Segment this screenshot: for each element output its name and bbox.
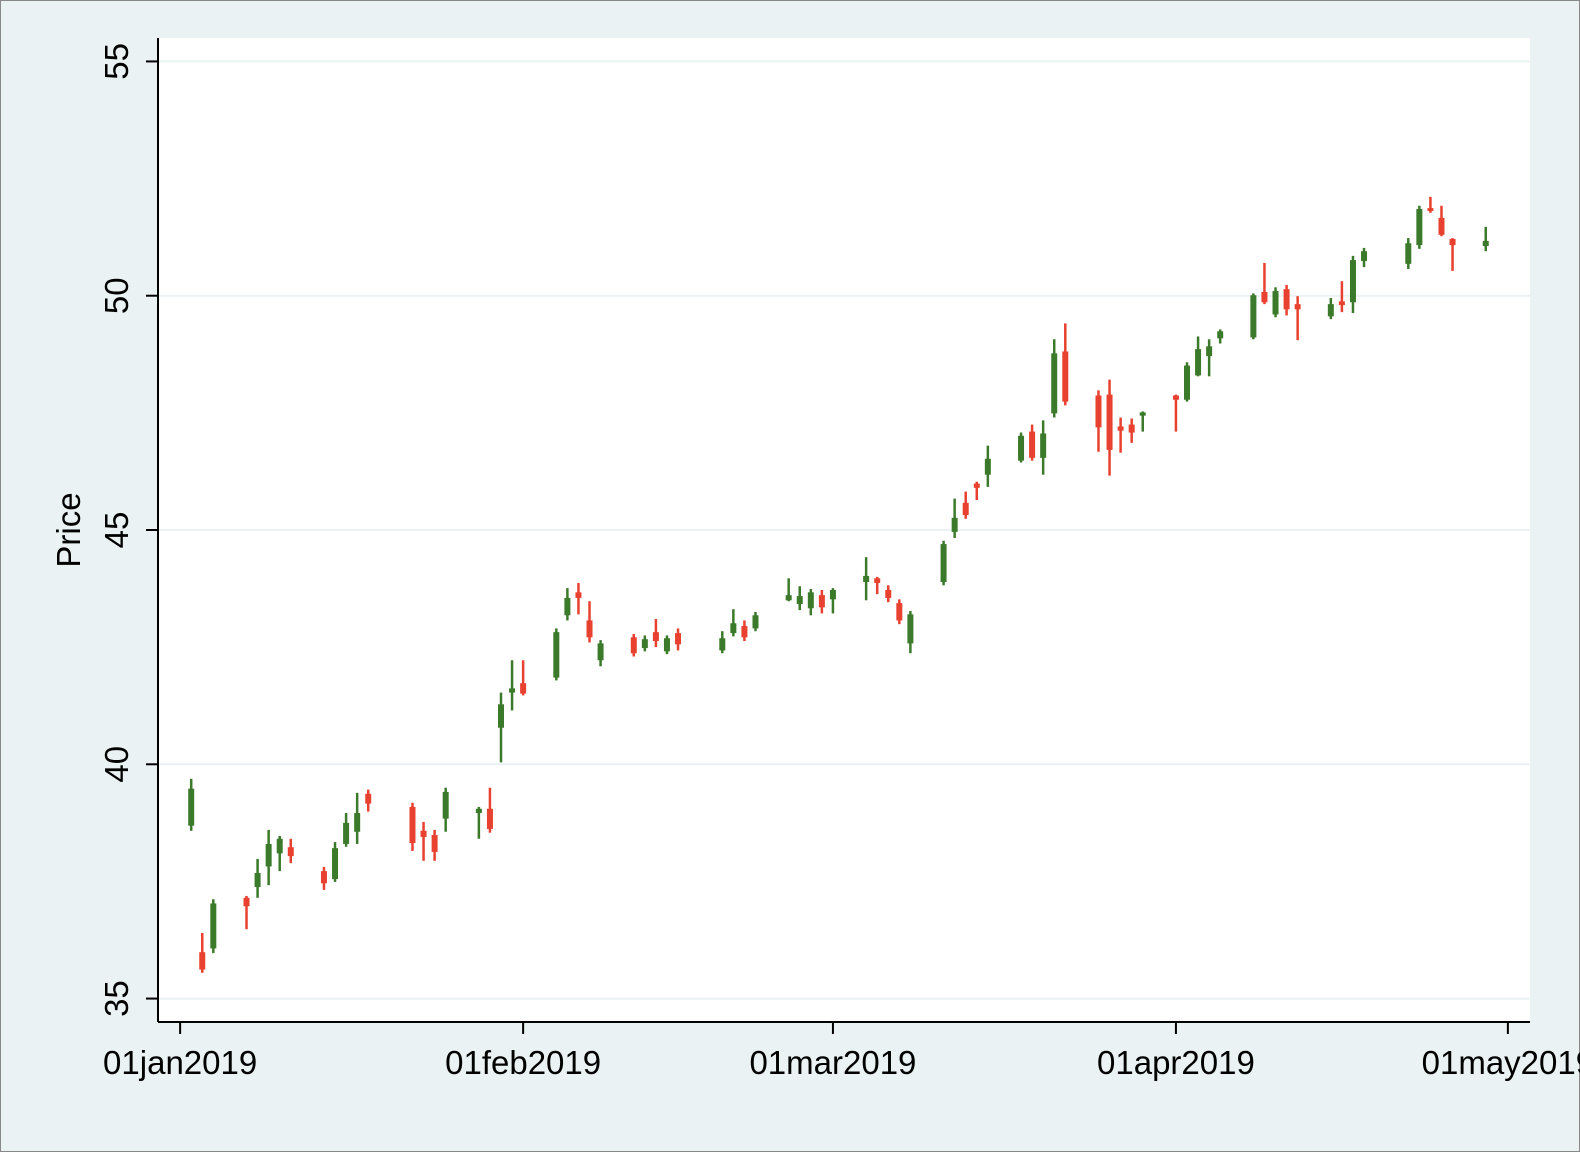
candle-body: [486, 808, 493, 829]
candle-body: [1040, 433, 1047, 458]
candle-body: [188, 788, 195, 826]
candle-body: [1361, 251, 1368, 262]
candle-body: [984, 458, 991, 475]
candle-body: [420, 830, 427, 837]
candle-body: [1139, 412, 1146, 416]
y-tick-label: 45: [98, 512, 135, 549]
candle-body: [663, 638, 670, 652]
candle-body: [874, 578, 881, 583]
candle-body: [1294, 304, 1301, 310]
candle-body: [409, 806, 416, 844]
candle-body: [575, 592, 582, 598]
candle-body: [1206, 346, 1213, 357]
candle-body: [243, 897, 250, 907]
y-tick-label: 40: [98, 746, 135, 783]
candle-body: [1128, 424, 1135, 433]
candle-body: [1449, 239, 1456, 246]
candle-body: [1106, 394, 1113, 450]
candle-body: [343, 822, 350, 844]
candle-body: [1438, 217, 1445, 235]
candle-body: [320, 871, 327, 884]
candle-body: [962, 502, 969, 516]
candle-body: [1250, 295, 1257, 338]
candle-body: [1217, 331, 1224, 339]
candle-body: [365, 793, 372, 804]
candle-body: [1095, 395, 1102, 428]
candle-body: [564, 597, 571, 616]
candle-body: [885, 589, 892, 598]
candle-body: [741, 626, 748, 638]
candle-body: [1482, 240, 1489, 247]
candle-body: [1117, 426, 1124, 431]
candle-body: [675, 633, 682, 645]
candle-body: [630, 637, 637, 654]
candle-body: [1416, 209, 1423, 246]
candle-body: [1349, 260, 1356, 303]
candle-body: [442, 791, 449, 819]
candle-body: [973, 483, 980, 488]
x-tick-label: 01may2019: [1422, 1044, 1580, 1081]
candle-body: [210, 903, 217, 949]
candle-body: [431, 835, 438, 852]
candle-body: [586, 620, 593, 638]
candle-body: [287, 847, 294, 857]
y-axis-title: Price: [50, 492, 87, 567]
candle-body: [641, 639, 648, 649]
candle-body: [254, 872, 261, 888]
candle-body: [1272, 291, 1279, 315]
candle-body: [1051, 353, 1058, 414]
x-tick-label: 01jan2019: [103, 1044, 257, 1081]
candle-body: [509, 688, 516, 693]
candle-body: [1184, 365, 1190, 400]
candle-body: [1261, 291, 1268, 303]
candle-body: [498, 704, 504, 728]
candle-body: [730, 623, 737, 634]
candle-body: [752, 615, 759, 629]
candle-body: [1327, 304, 1334, 317]
candle-body: [907, 614, 914, 644]
x-tick-label: 01apr2019: [1097, 1044, 1255, 1081]
candle-body: [1172, 395, 1179, 400]
candle-body: [951, 517, 958, 532]
candle-body: [475, 808, 482, 814]
candle-body: [652, 632, 659, 642]
candle-body: [553, 632, 560, 678]
x-tick-label: 01feb2019: [445, 1044, 601, 1081]
candle-body: [796, 596, 803, 605]
y-tick-label: 35: [98, 980, 135, 1017]
candle-body: [785, 595, 792, 601]
candle-body: [276, 838, 283, 854]
y-tick-label: 50: [98, 277, 135, 314]
candle-body: [199, 952, 206, 970]
candle-body: [1062, 351, 1069, 402]
y-tick-label: 55: [98, 43, 135, 80]
candle-body: [354, 813, 361, 832]
candle-body: [1029, 431, 1036, 458]
candle-body: [1427, 208, 1434, 211]
candle-body: [265, 843, 272, 867]
candle-body: [940, 544, 947, 583]
candle-body: [1018, 435, 1025, 461]
candle-body: [597, 643, 604, 661]
candle-body: [807, 592, 814, 609]
candle-body: [829, 589, 836, 600]
candle-body: [1338, 301, 1345, 306]
candle-body: [332, 848, 339, 880]
candle-body: [818, 595, 825, 608]
candle-body: [1405, 243, 1412, 264]
candle-body: [719, 638, 726, 651]
candle-body: [896, 603, 903, 621]
candle-body: [863, 575, 870, 583]
candle-body: [520, 683, 527, 694]
candle-body: [1283, 289, 1290, 310]
x-tick-label: 01mar2019: [749, 1044, 916, 1081]
candle-body: [1195, 349, 1202, 376]
